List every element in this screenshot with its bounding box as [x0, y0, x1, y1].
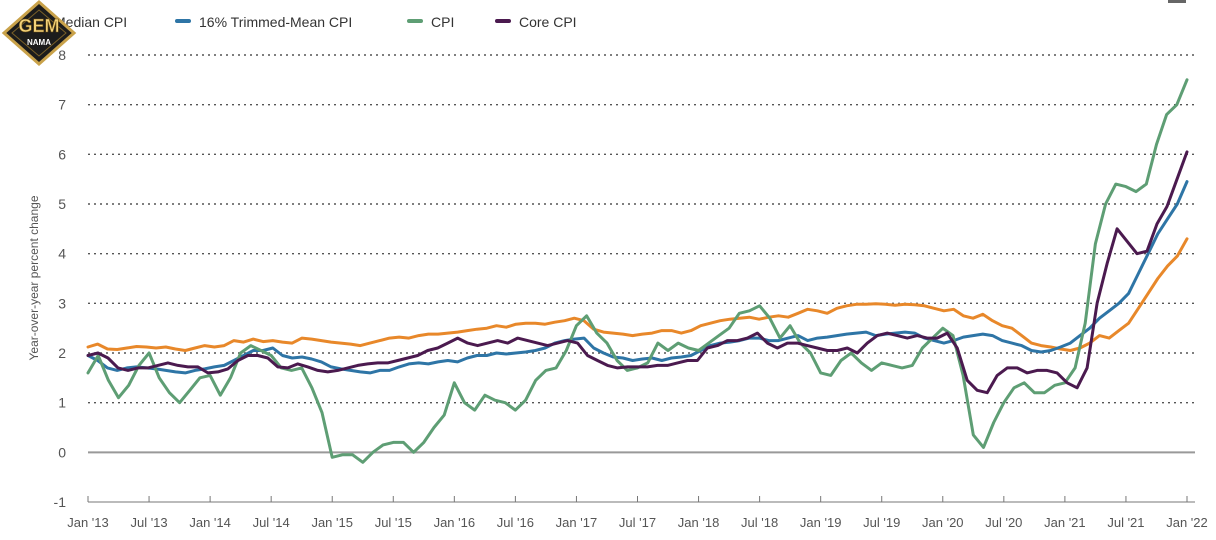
gridlines — [88, 54, 1195, 454]
y-tick-label: 2 — [58, 345, 66, 361]
x-tick-label: Jan '20 — [922, 515, 964, 530]
y-axis-ticks: -1 0 1 2 3 4 5 6 7 8 — [54, 47, 67, 510]
series-lines — [86, 78, 1189, 464]
y-axis-label: Year-over-year percent change — [27, 195, 41, 360]
y-tick-label: 8 — [58, 47, 66, 63]
x-tick-label: Jul '14 — [253, 515, 290, 530]
x-tick-label: Jan '13 — [67, 515, 109, 530]
x-tick-label: Jul '15 — [375, 515, 412, 530]
legend-label: Core CPI — [519, 14, 577, 30]
x-tick-label: Jul '17 — [619, 515, 656, 530]
legend-label: Median CPI — [54, 14, 128, 30]
x-tick-label: Jul '20 — [985, 515, 1022, 530]
legend-item-trimmed-mean-cpi[interactable]: 16% Trimmed-Mean CPI — [175, 14, 352, 30]
series-line-16-trimmed-mean-cpi — [86, 180, 1189, 375]
x-axis: Jan '13 Jul '13 Jan '14 Jul '14 Jan '15 Jul '… — [67, 496, 1208, 530]
x-tick-label: Jan '18 — [678, 515, 720, 530]
x-tick-label: Jan '19 — [800, 515, 842, 530]
x-tick-label: Jul '18 — [741, 515, 778, 530]
core-cpi-swatch — [495, 19, 511, 24]
y-tick-label: 5 — [58, 196, 66, 212]
y-tick-label: -1 — [54, 494, 67, 510]
x-tick-label: Jan '22 — [1166, 515, 1208, 530]
cpi-swatch — [407, 19, 423, 24]
x-tick-label: Jan '14 — [189, 515, 231, 530]
x-tick-label: Jul '13 — [130, 515, 167, 530]
y-tick-label: 7 — [58, 97, 66, 113]
x-tick-label: Jul '16 — [497, 515, 534, 530]
gem-nama-logo: GEM NAMA — [1, 0, 77, 66]
series-line-median-cpi — [86, 237, 1189, 352]
x-tick-label: Jul '21 — [1107, 515, 1144, 530]
legend-item-cpi[interactable]: CPI — [407, 14, 454, 30]
series-line-cpi — [86, 78, 1189, 464]
menu-icon[interactable] — [1168, 0, 1186, 3]
x-tick-label: Jul '19 — [863, 515, 900, 530]
y-tick-label: 6 — [58, 146, 66, 162]
logo-line1: GEM — [18, 16, 59, 36]
legend-label: CPI — [431, 14, 455, 30]
series-line-core-cpi — [86, 150, 1189, 395]
logo-line2: NAMA — [27, 38, 51, 47]
y-tick-label: 0 — [58, 444, 66, 460]
x-tick-label: Jan '21 — [1044, 515, 1086, 530]
trimmed-mean-cpi-swatch — [175, 19, 191, 24]
legend-item-core-cpi[interactable]: Core CPI — [495, 14, 577, 30]
y-tick-label: 3 — [58, 295, 66, 311]
y-tick-label: 1 — [58, 395, 66, 411]
x-tick-label: Jan '15 — [311, 515, 353, 530]
x-tick-label: Jan '17 — [556, 515, 598, 530]
y-tick-label: 4 — [58, 246, 66, 262]
legend-label: 16% Trimmed-Mean CPI — [199, 14, 353, 30]
x-tick-label: Jan '16 — [434, 515, 476, 530]
